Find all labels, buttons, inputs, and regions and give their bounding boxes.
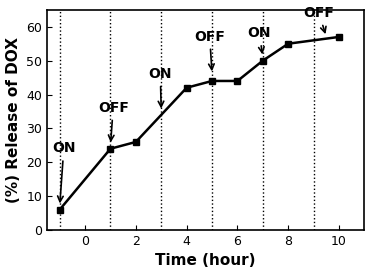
X-axis label: Time (hour): Time (hour) <box>155 253 256 269</box>
Y-axis label: (%) Release of DOX: (%) Release of DOX <box>6 37 21 203</box>
Text: OFF: OFF <box>194 30 225 70</box>
Text: OFF: OFF <box>98 101 129 141</box>
Text: ON: ON <box>52 141 75 202</box>
Text: OFF: OFF <box>303 6 334 33</box>
Text: ON: ON <box>248 26 271 53</box>
Text: ON: ON <box>149 67 172 107</box>
